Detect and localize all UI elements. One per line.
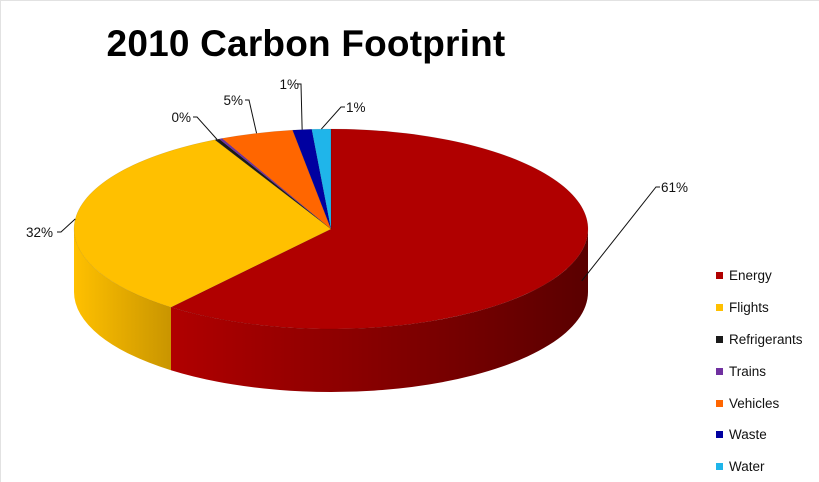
leader-line-water <box>320 106 345 130</box>
legend-swatch <box>716 367 723 375</box>
leader-line-energy <box>581 186 660 282</box>
chart-title: 2010 Carbon Footprint <box>106 23 506 64</box>
pie-sides <box>74 229 588 392</box>
leader-line-vehicles <box>245 99 258 134</box>
pie-slice-energy <box>170 128 589 330</box>
legend-swatch <box>716 463 723 471</box>
leader-line-flights <box>57 218 76 233</box>
pie-slice-refrigerants <box>214 138 332 230</box>
pie-labels: 61% 32% 0% 5% 1% 1% <box>26 77 688 282</box>
legend-swatch <box>716 272 723 280</box>
legend-swatch <box>716 431 723 439</box>
pie-side-energy <box>170 229 588 392</box>
legend-item-trains: Trains <box>716 355 819 387</box>
data-label-water: 1% <box>346 100 366 115</box>
legend-label: Refrigerants <box>729 331 803 347</box>
legend-label: Flights <box>729 300 769 316</box>
data-label-vehicles: 5% <box>223 93 243 108</box>
data-label-refrigerants: 0% <box>171 110 191 125</box>
leader-line-refrigerants <box>193 116 218 140</box>
legend-swatch <box>716 399 723 407</box>
pie-slice-waste <box>292 129 332 230</box>
legend-item-water: Water <box>716 451 819 482</box>
data-label-energy: 61% <box>661 180 688 195</box>
legend-swatch <box>716 335 723 343</box>
pie-top <box>73 128 589 330</box>
pie-side-flights <box>74 229 171 371</box>
pie-slice-trains <box>218 138 332 230</box>
data-label-flights: 32% <box>26 225 53 240</box>
pie-slice-flights <box>73 139 332 308</box>
legend-label: Trains <box>729 363 767 379</box>
legend-item-waste: Waste <box>716 419 819 451</box>
legend: Energy Flights Refrigerants Trains Vehicles W… <box>716 260 819 482</box>
data-label-waste: 1% <box>279 77 299 92</box>
pie-slice-vehicles <box>221 129 332 230</box>
legend-item-vehicles: Vehicles <box>716 387 819 419</box>
legend-item-energy: Energy <box>716 260 819 292</box>
leader-line-waste <box>297 83 303 130</box>
legend-label: Water <box>729 459 765 475</box>
legend-item-refrigerants: Refrigerants <box>716 324 819 356</box>
legend-label: Vehicles <box>729 395 780 411</box>
legend-label: Waste <box>729 427 767 443</box>
legend-label: Energy <box>729 268 772 284</box>
legend-swatch <box>716 304 723 312</box>
legend-item-flights: Flights <box>716 292 819 324</box>
